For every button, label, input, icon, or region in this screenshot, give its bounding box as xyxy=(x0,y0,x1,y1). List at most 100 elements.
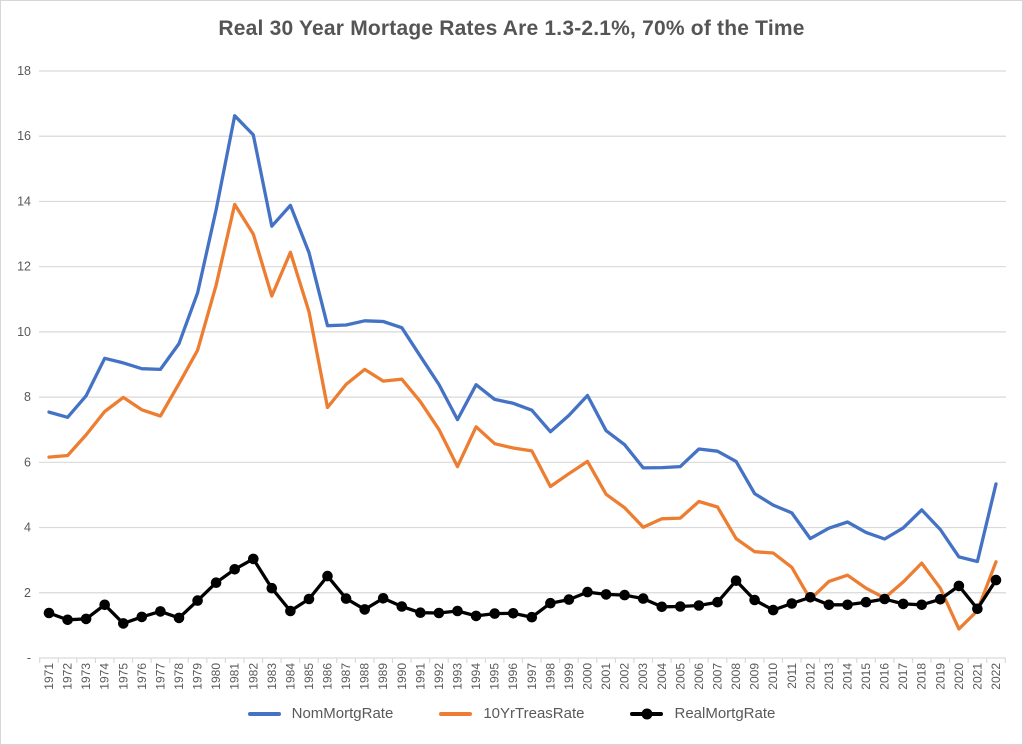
y-axis-label: 2 xyxy=(24,586,31,600)
x-axis-label: 1997 xyxy=(525,663,539,690)
legend-item-realmortgrate: RealMortgRate xyxy=(630,705,775,722)
data-point-marker xyxy=(452,605,463,617)
data-point-marker xyxy=(377,593,389,604)
x-axis-label: 1981 xyxy=(228,663,242,690)
x-axis-label: 1982 xyxy=(246,663,260,690)
x-axis-label: 1995 xyxy=(488,663,502,690)
x-axis-label: 1978 xyxy=(172,663,186,690)
data-point-marker xyxy=(136,611,148,623)
x-axis-label: 1996 xyxy=(506,663,520,690)
data-point-marker xyxy=(99,599,110,611)
x-axis-label: 1994 xyxy=(469,663,483,690)
x-axis-label: 2015 xyxy=(859,663,873,690)
series-line-nommortgrate xyxy=(47,114,998,564)
legend-label: RealMortgRate xyxy=(674,705,776,722)
data-point-marker xyxy=(842,599,853,611)
x-axis-label: 1988 xyxy=(358,663,372,690)
data-point-marker xyxy=(786,598,798,609)
x-axis-label: 2013 xyxy=(822,663,836,690)
data-point-marker xyxy=(322,570,333,582)
x-axis-label: 2021 xyxy=(970,663,984,690)
x-axis-label: 2012 xyxy=(803,663,817,690)
x-axis-label: 1975 xyxy=(116,663,130,690)
data-point-marker xyxy=(229,564,240,575)
x-axis-label: 1984 xyxy=(283,663,297,690)
data-point-marker xyxy=(990,574,1002,586)
x-axis-label: 2016 xyxy=(878,663,892,690)
legend-label: NomMortgRate xyxy=(291,705,394,722)
data-point-marker xyxy=(507,608,519,619)
chart-legend: NomMortgRate 10YrTreasRate RealMortgRate xyxy=(1,705,1022,722)
x-axis-label: 1986 xyxy=(321,663,335,690)
data-point-marker xyxy=(953,580,965,592)
data-point-marker xyxy=(80,613,92,625)
data-point-marker xyxy=(415,607,426,618)
x-axis-label: 2009 xyxy=(748,663,762,690)
data-point-marker xyxy=(470,610,482,622)
data-point-marker xyxy=(155,606,166,617)
data-point-marker xyxy=(860,596,872,608)
data-point-marker xyxy=(730,575,742,586)
data-point-marker xyxy=(749,594,760,606)
data-point-marker xyxy=(266,582,278,594)
x-axis-label: 1976 xyxy=(135,663,149,690)
x-axis-label: 1973 xyxy=(79,663,93,690)
x-axis-label: 2002 xyxy=(618,663,632,690)
x-axis-label: 1979 xyxy=(191,663,205,690)
x-axis-label: 2003 xyxy=(636,663,650,690)
data-point-marker xyxy=(433,607,445,619)
x-axis-label: 1991 xyxy=(413,663,427,690)
x-axis-label: 2000 xyxy=(581,663,595,690)
legend-label: 10YrTreasRate xyxy=(483,705,585,722)
legend-marker-dot xyxy=(641,708,653,719)
x-axis-label: 1998 xyxy=(543,663,557,690)
y-axis-label: 8 xyxy=(24,390,31,404)
x-axis-label: 1992 xyxy=(432,663,446,690)
x-axis-label: 1990 xyxy=(395,663,409,690)
x-axis-label: 2019 xyxy=(933,663,947,690)
data-point-marker xyxy=(805,592,816,603)
x-axis-label: 1993 xyxy=(451,663,465,690)
y-axis-label: 14 xyxy=(17,194,31,208)
x-axis-label: 2007 xyxy=(710,663,724,690)
legend-line-swatch-orange xyxy=(439,711,473,716)
data-point-marker xyxy=(675,601,686,612)
data-point-marker xyxy=(62,614,73,626)
data-point-marker xyxy=(43,607,55,619)
y-axis-label: 6 xyxy=(24,455,31,469)
x-axis-label: 2017 xyxy=(896,663,910,690)
data-point-marker xyxy=(526,611,538,623)
legend-line-swatch-blue xyxy=(247,711,281,716)
x-axis-label: 1999 xyxy=(562,663,576,690)
data-point-marker xyxy=(489,608,501,619)
data-point-marker xyxy=(210,577,222,588)
y-axis-label: - xyxy=(27,651,31,665)
x-axis-label: 1971 xyxy=(42,663,56,690)
y-axis-label: 4 xyxy=(24,521,31,535)
data-point-marker xyxy=(897,598,909,610)
data-point-marker xyxy=(173,612,185,624)
data-point-marker xyxy=(340,593,352,604)
y-axis-label: 16 xyxy=(17,129,31,143)
x-axis-label: 2006 xyxy=(692,663,706,690)
x-axis-label: 2004 xyxy=(655,663,669,690)
x-axis-label: 2011 xyxy=(785,663,799,689)
data-point-marker xyxy=(359,604,371,615)
data-point-marker xyxy=(656,601,668,613)
data-point-marker xyxy=(285,605,296,617)
data-point-marker xyxy=(303,593,315,605)
x-axis-label: 1980 xyxy=(209,663,223,690)
x-axis-label: 1985 xyxy=(302,663,316,690)
x-axis-label: 1983 xyxy=(265,663,279,690)
data-point-marker xyxy=(767,604,779,616)
x-axis-label: 1989 xyxy=(376,663,390,690)
y-axis-label: 18 xyxy=(17,64,31,78)
x-axis-label: 2022 xyxy=(989,663,1003,690)
data-point-marker xyxy=(823,599,835,611)
data-point-marker xyxy=(619,589,630,601)
x-axis-label: 2010 xyxy=(766,663,780,690)
x-axis-label: 2005 xyxy=(673,663,687,690)
data-point-marker xyxy=(563,594,575,605)
